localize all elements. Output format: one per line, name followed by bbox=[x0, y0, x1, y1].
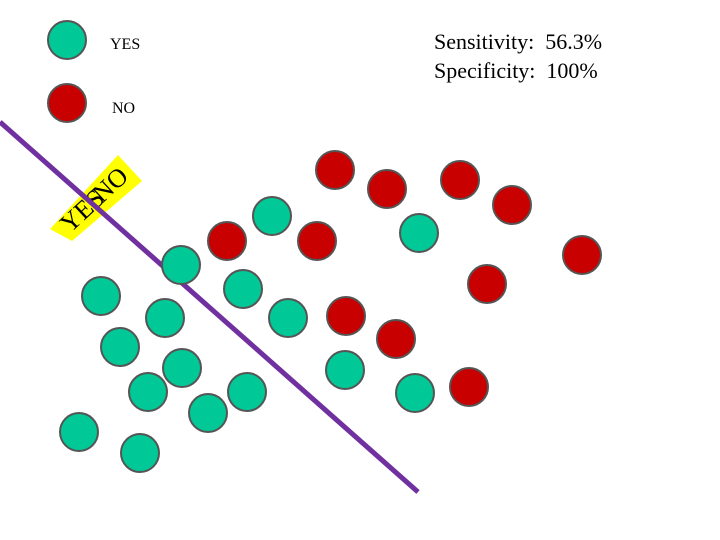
yes-point bbox=[395, 373, 435, 413]
yes-point bbox=[223, 269, 263, 309]
yes-point bbox=[145, 298, 185, 338]
yes-point bbox=[399, 213, 439, 253]
yes-point bbox=[162, 348, 202, 388]
legend-yes-swatch bbox=[47, 20, 87, 60]
yes-point bbox=[227, 372, 267, 412]
no-point bbox=[315, 150, 355, 190]
tag-background bbox=[50, 155, 142, 241]
no-point bbox=[440, 160, 480, 200]
yes-point bbox=[81, 276, 121, 316]
metrics-panel: Sensitivity: 56.3% Specificity: 100% bbox=[434, 27, 602, 85]
yes-point bbox=[100, 327, 140, 367]
yes-point bbox=[252, 196, 292, 236]
yes-point bbox=[161, 245, 201, 285]
no-point bbox=[492, 185, 532, 225]
yes-point bbox=[268, 298, 308, 338]
no-point bbox=[449, 367, 489, 407]
no-point bbox=[562, 235, 602, 275]
legend-yes-label: YES bbox=[110, 36, 141, 53]
no-point bbox=[326, 296, 366, 336]
points-layer bbox=[59, 150, 602, 473]
legend-no-swatch bbox=[47, 83, 87, 123]
yes-point bbox=[188, 393, 228, 433]
specificity-text: Specificity: 100% bbox=[434, 58, 598, 83]
sensitivity-text: Sensitivity: 56.3% bbox=[434, 29, 603, 54]
yes-point bbox=[59, 412, 99, 452]
no-point bbox=[376, 319, 416, 359]
yes-point bbox=[120, 433, 160, 473]
no-point bbox=[207, 221, 247, 261]
decision-boundary bbox=[0, 120, 420, 494]
no-point bbox=[467, 264, 507, 304]
no-point bbox=[297, 221, 337, 261]
no-point bbox=[367, 169, 407, 209]
yes-point bbox=[128, 372, 168, 412]
legend-no-label: NO bbox=[112, 100, 136, 117]
yes-point bbox=[325, 350, 365, 390]
